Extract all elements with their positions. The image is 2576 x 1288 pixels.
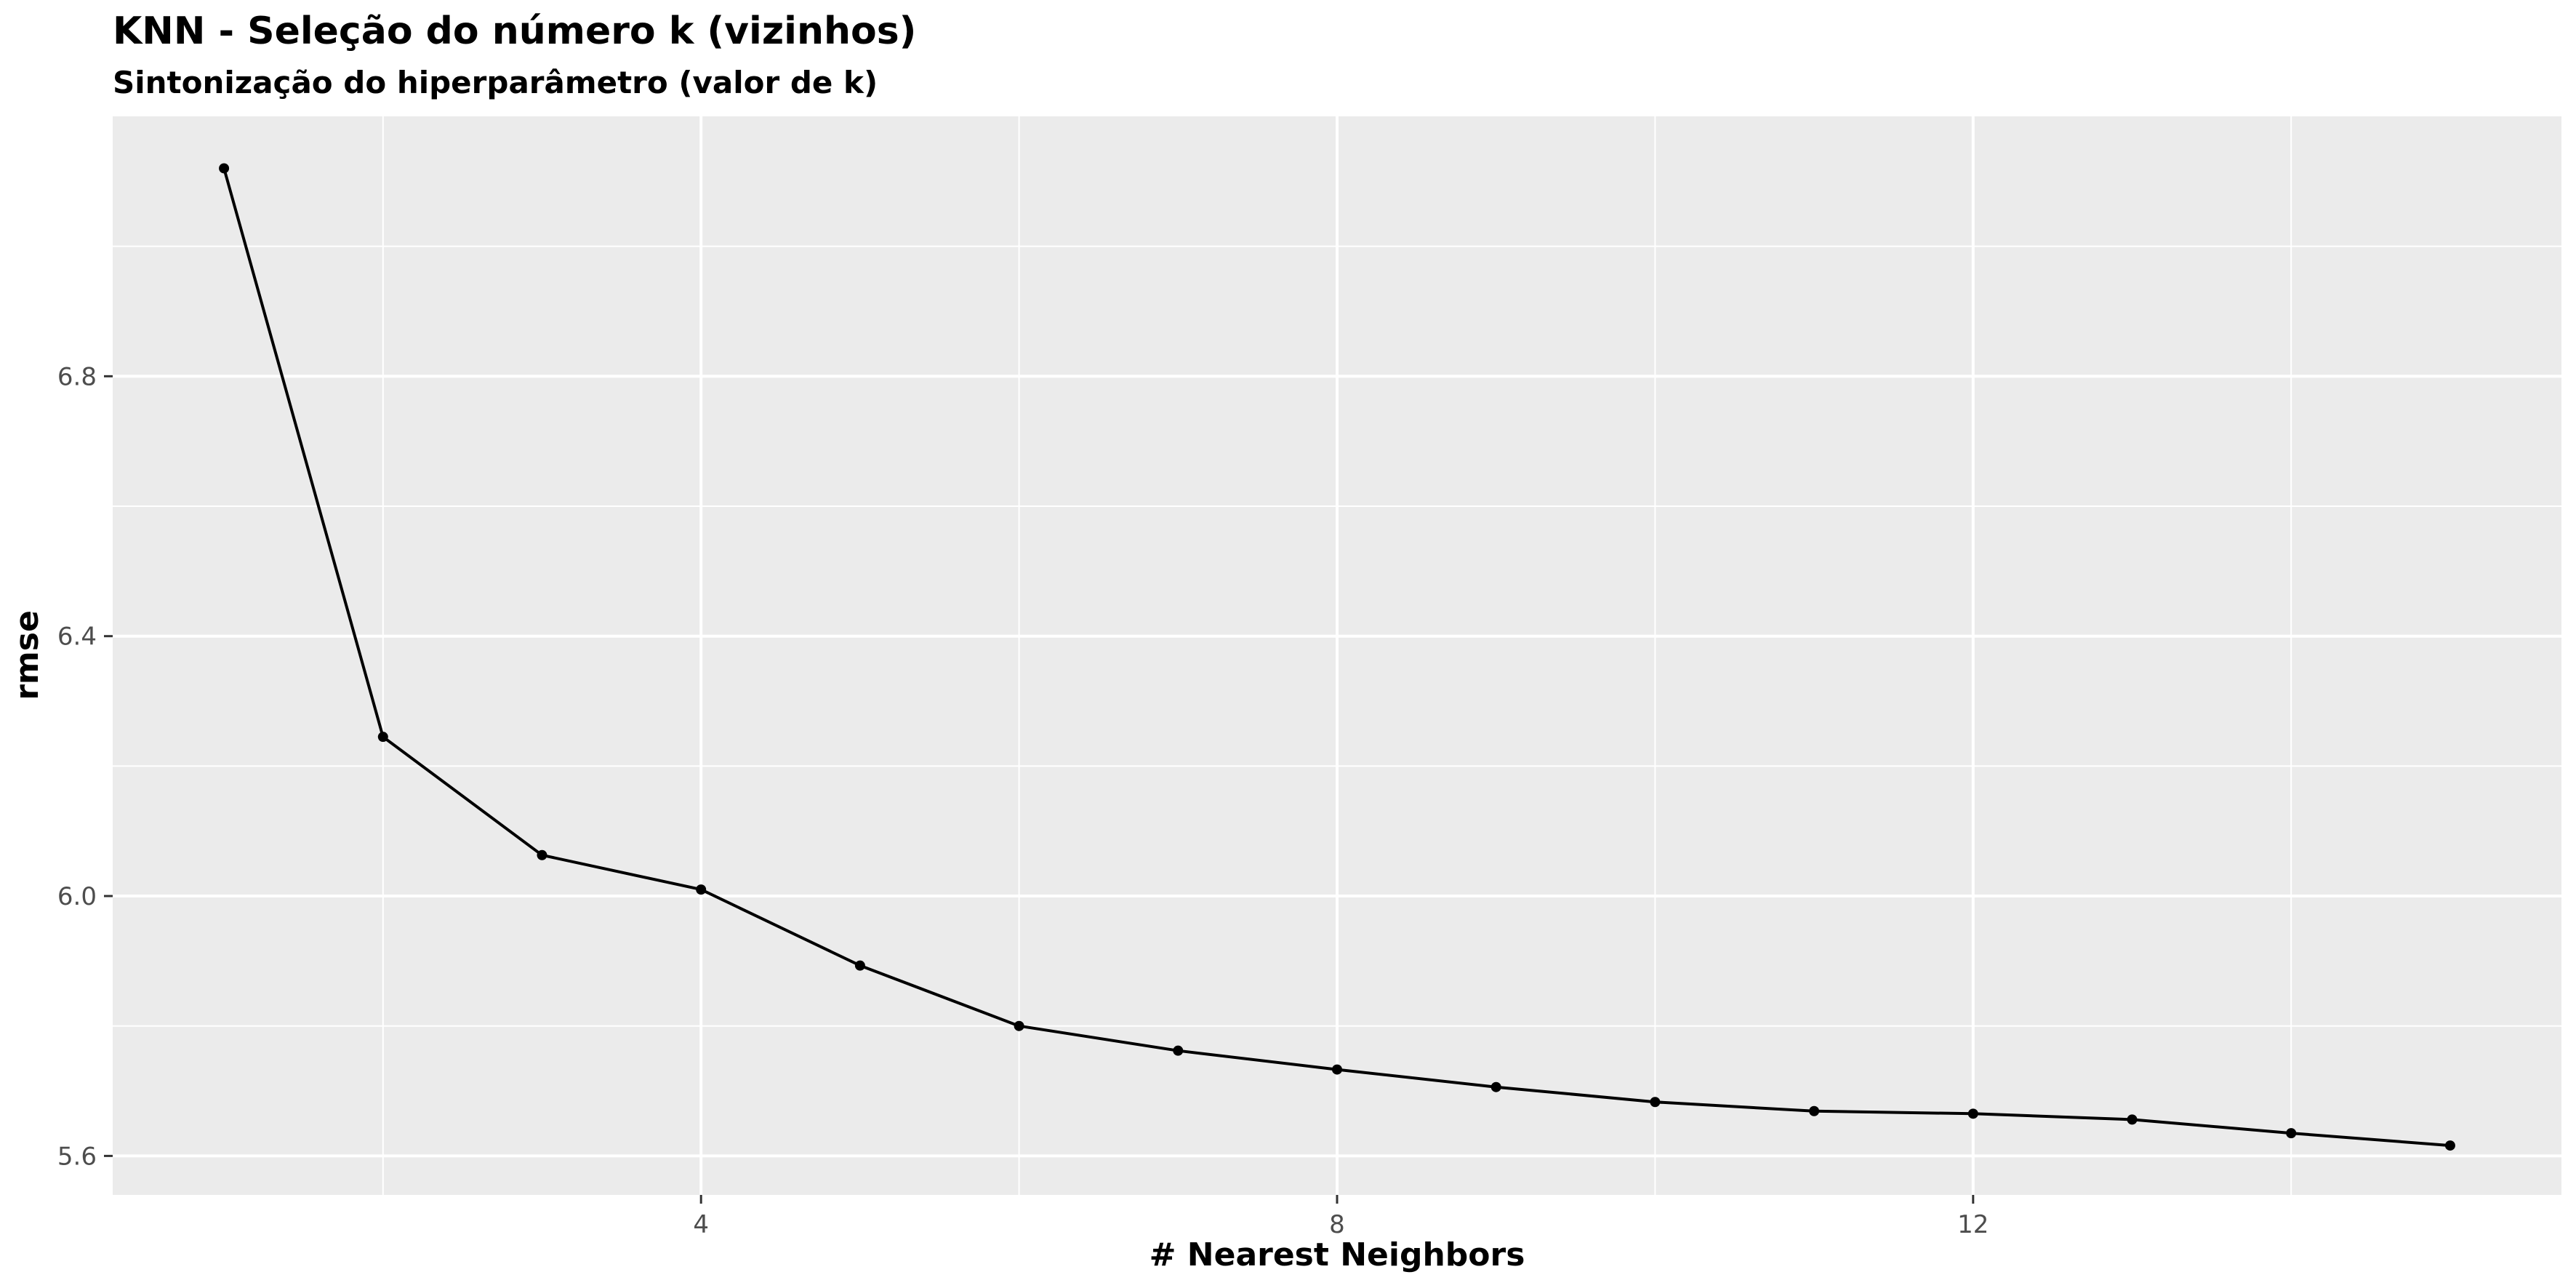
data-point: [1650, 1097, 1661, 1108]
data-point: [537, 849, 547, 860]
data-point: [1173, 1045, 1184, 1056]
data-point: [2444, 1140, 2455, 1151]
x-tick-label: 8: [1329, 1210, 1345, 1239]
y-tick-label: 5.6: [57, 1142, 97, 1171]
data-point: [1967, 1108, 1978, 1119]
data-point: [2286, 1128, 2297, 1139]
major-gridlines: [113, 116, 2561, 1195]
y-axis-ticks: 5.6 6.0 6.4 6.8: [57, 362, 113, 1171]
data-point: [1332, 1064, 1342, 1075]
data-point: [219, 163, 230, 174]
series-points-group: [219, 163, 2455, 1151]
data-point: [2127, 1114, 2138, 1125]
y-tick-label: 6.8: [57, 362, 97, 391]
data-point: [696, 884, 707, 895]
x-axis-title: # Nearest Neighbors: [1149, 1236, 1525, 1273]
data-point: [377, 732, 388, 743]
chart-title: KNN - Seleção do número k (vizinhos): [113, 9, 916, 53]
x-tick-label: 4: [693, 1210, 709, 1239]
y-axis-title: rmse: [9, 610, 46, 700]
data-point: [854, 960, 865, 971]
y-tick-label: 6.4: [57, 623, 97, 652]
x-tick-label: 12: [1957, 1210, 1989, 1239]
y-tick-label: 6.0: [57, 882, 97, 911]
data-point: [1014, 1020, 1024, 1031]
data-point: [1490, 1081, 1501, 1092]
data-point: [1809, 1105, 1820, 1116]
chart-subtitle: Sintonização do hiperparâmetro (valor de…: [113, 65, 878, 100]
x-axis-ticks: 4 8 12: [693, 1195, 1989, 1239]
